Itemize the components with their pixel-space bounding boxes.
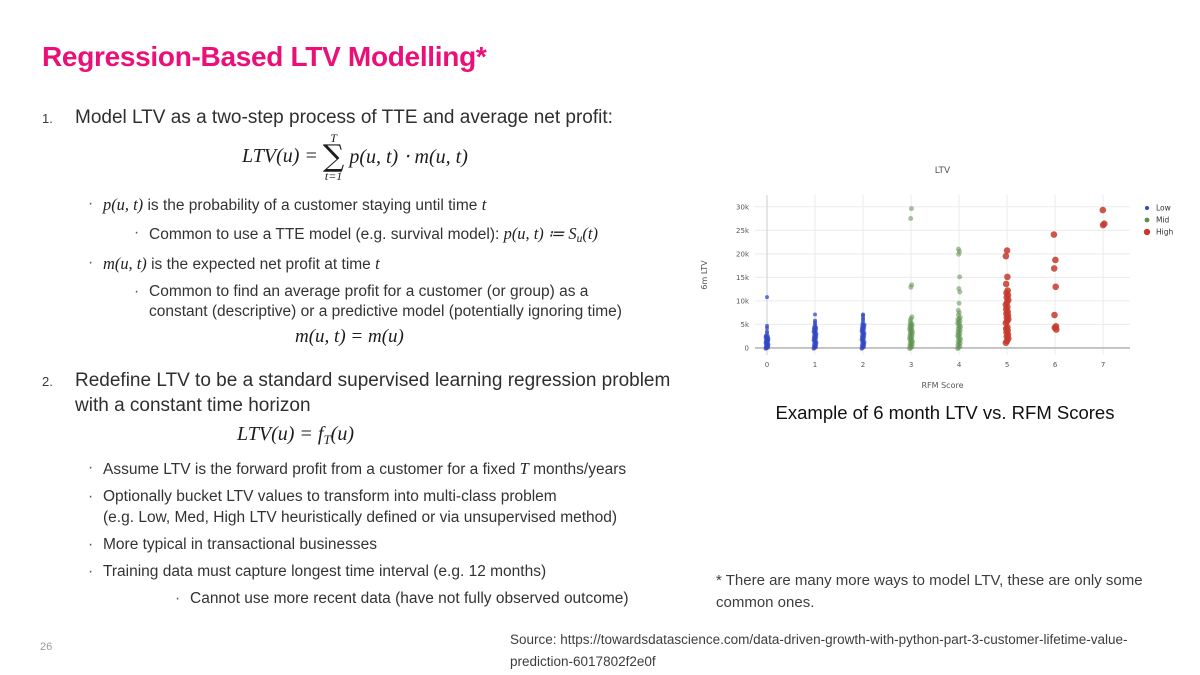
sigma-block: T ∑ t=1 — [323, 132, 344, 182]
sigma-symbol: ∑ — [322, 139, 345, 175]
footnote: * There are many more ways to model LTV,… — [716, 572, 1143, 611]
legend-swatch-high — [1143, 228, 1151, 236]
svg-text:1: 1 — [813, 361, 817, 369]
chart-title: LTV — [935, 166, 951, 176]
item-heading: Model LTV as a two-step process of TTE a… — [75, 107, 613, 128]
axis-tick-labels: 0 5k 10k 15k 20k 25k 30k 0 1 2 3 4 5 6 7 — [736, 203, 1105, 369]
formula-rhs: (u) — [330, 423, 354, 446]
content-column: 1. Model LTV as a two-step process of TT… — [42, 105, 707, 609]
formula-lhs: LTV(u) = — [242, 145, 318, 168]
heading-line-2: with a constant time horizon — [75, 395, 311, 417]
svg-text:20k: 20k — [736, 250, 750, 258]
bullet-dot: · — [175, 590, 181, 608]
svg-text:4: 4 — [957, 361, 962, 369]
svg-text:3: 3 — [909, 361, 913, 369]
bullet-text: Cannot use more recent data (have not fu… — [190, 590, 629, 608]
bullet: · Optionally bucket LTV values to transf… — [88, 487, 707, 527]
formula-rhs: p(u, t) ⋅ m(u, t) — [349, 146, 468, 169]
bullet-text: p(u, t) is the probability of a customer… — [103, 194, 487, 214]
bullet-text: Common to use a TTE model (e.g. survival… — [149, 223, 598, 245]
page-title: Regression-Based LTV Modelling* — [42, 41, 487, 72]
item-heading: Redefine LTV to be a standard supervised… — [75, 368, 670, 418]
bullet: · p(u, t) is the probability of a custom… — [88, 194, 707, 216]
sum-upper-limit: T — [330, 131, 337, 146]
bullet: · Training data must capture longest tim… — [88, 562, 707, 582]
bullet-dot: · — [134, 282, 140, 300]
bullet: · More typical in transactional business… — [88, 535, 707, 555]
svg-text:15k: 15k — [736, 274, 750, 282]
svg-text:0: 0 — [745, 344, 749, 352]
svg-text:30k: 30k — [736, 203, 750, 211]
bullet-dot: · — [88, 253, 94, 271]
formula-ltv-sum: LTV(u) = T ∑ t=1 p(u, t) ⋅ m(u, t) — [242, 132, 707, 182]
page-number: 26 — [40, 641, 53, 653]
legend-label: High — [1156, 228, 1173, 237]
formula-lhs: LTV(u) = f — [237, 423, 324, 446]
bullet-dot: · — [88, 562, 94, 580]
legend-label: Mid — [1156, 216, 1170, 225]
bullet-dot: · — [88, 488, 94, 506]
svg-text:7: 7 — [1101, 361, 1105, 369]
legend-swatch-low — [1145, 206, 1149, 210]
x-axis-label: RFM Score — [921, 381, 963, 390]
chart-panel: 0 5k 10k 15k 20k 25k 30k 0 1 2 3 4 5 6 7 LTV RFM Score 6m… — [695, 158, 1195, 398]
series-high — [1002, 206, 1108, 347]
item-number: 1. — [42, 111, 53, 126]
bullet-dot: · — [134, 223, 140, 241]
bullet-text: More typical in transactional businesses — [103, 535, 377, 553]
numbered-item-1: 1. Model LTV as a two-step process of TT… — [42, 105, 707, 130]
legend-label: Low — [1156, 204, 1171, 213]
svg-text:25k: 25k — [736, 227, 750, 235]
svg-text:5k: 5k — [740, 321, 749, 329]
svg-text:5: 5 — [1005, 361, 1009, 369]
legend-swatch-mid — [1144, 217, 1150, 223]
formula-m-constant: m(u, t) = m(u) — [295, 326, 404, 348]
bullet: · Assume LTV is the forward profit from … — [88, 458, 707, 480]
numbered-item-2: 2. Redefine LTV to be a standard supervi… — [42, 368, 707, 418]
bullet: · m(u, t) is the expected net profit at … — [88, 253, 707, 275]
formula-subscript: T — [323, 432, 331, 448]
svg-text:2: 2 — [861, 361, 865, 369]
svg-text:10k: 10k — [736, 297, 750, 305]
svg-text:6: 6 — [1053, 361, 1058, 369]
item-number: 2. — [42, 374, 53, 390]
formula-ltv-regression: LTV(u) = fT(u) — [237, 423, 707, 448]
bullet-text: Common to find an average profit for a c… — [149, 282, 622, 321]
bullet: · Common to find an average profit for a… — [134, 282, 707, 322]
chart-caption: Example of 6 month LTV vs. RFM Scores — [775, 402, 1115, 423]
y-axis-label: 6m LTV — [700, 260, 709, 290]
heading-line-1: Redefine LTV to be a standard supervised… — [75, 370, 671, 392]
bullet-text: m(u, t) is the expected net profit at ti… — [103, 253, 380, 273]
bullet-text: Training data must capture longest time … — [103, 562, 547, 580]
bullet: · Common to use a TTE model (e.g. surviv… — [134, 223, 707, 246]
sum-lower-limit: t=1 — [324, 168, 343, 183]
bullet-text: Assume LTV is the forward profit from a … — [103, 459, 627, 479]
bullet-text: Optionally bucket LTV values to transfor… — [103, 488, 618, 526]
gridlines — [755, 195, 1130, 355]
legend: Low Mid High — [1143, 204, 1173, 237]
series-low — [763, 295, 867, 351]
bullet: · Cannot use more recent data (have not … — [175, 589, 707, 609]
ltv-scatter-chart: 0 5k 10k 15k 20k 25k 30k 0 1 2 3 4 5 6 7 LTV RFM Score 6m… — [700, 166, 1173, 390]
bullet-dot: · — [88, 194, 94, 212]
bullet-dot: · — [88, 459, 94, 477]
bullet-dot: · — [88, 535, 94, 553]
series-mid — [907, 206, 963, 352]
source-reference: Source: https://towardsdatascience.com/d… — [510, 632, 1128, 670]
axis-labels: LTV RFM Score 6m LTV — [700, 166, 964, 390]
svg-text:0: 0 — [765, 361, 769, 369]
